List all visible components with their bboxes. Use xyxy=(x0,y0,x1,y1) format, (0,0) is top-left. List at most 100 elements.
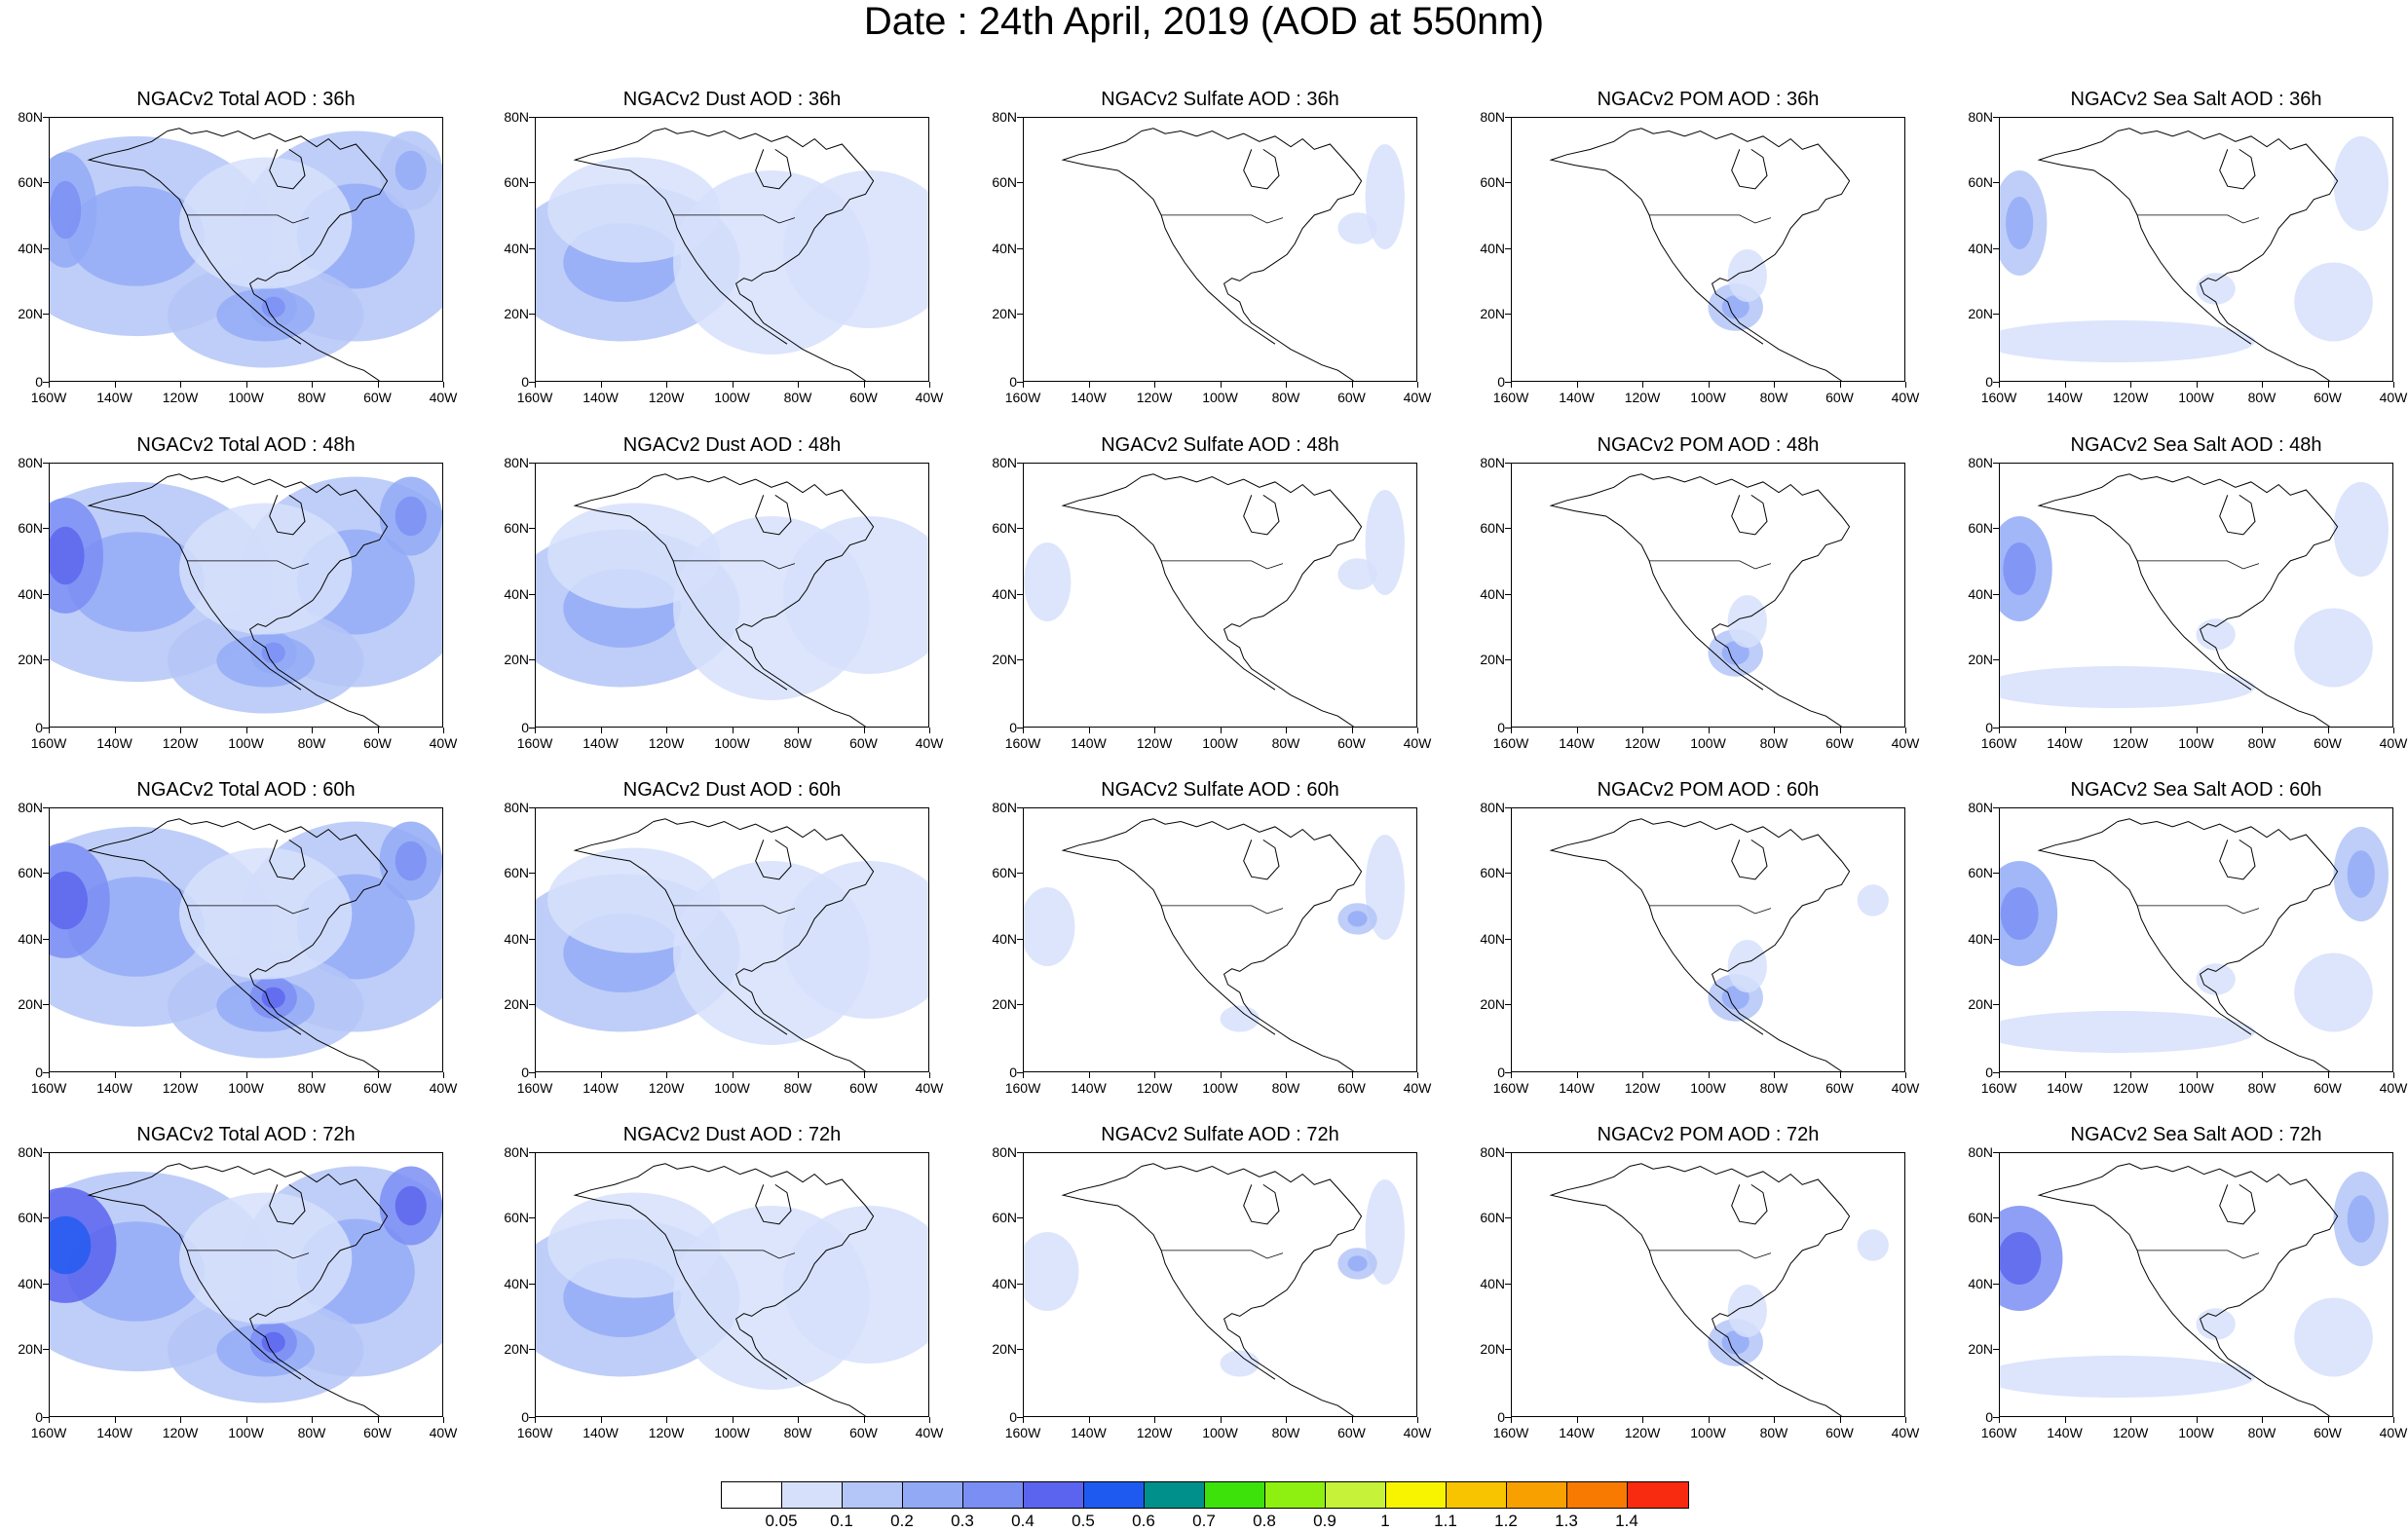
map-plot-area xyxy=(1023,463,1417,728)
lat-tick-label: 20N xyxy=(1968,1341,1993,1358)
country-border xyxy=(673,214,796,224)
lon-tick-label: 100W xyxy=(714,1425,750,1440)
map-panel-seasalt-48h: NGACv2 Sea Salt AOD : 48h 80N 60N 40N 20N 0 16… xyxy=(1950,433,2408,776)
lon-tickmark xyxy=(312,382,313,388)
lon-tickmark xyxy=(114,1072,116,1078)
lat-tickmark xyxy=(1993,1004,1999,1006)
lat-tickmark xyxy=(1017,1417,1023,1418)
lat-tick-label: 60N xyxy=(504,1210,529,1226)
aod-region xyxy=(2000,319,2255,363)
colorbar-swatch xyxy=(782,1482,843,1508)
coastline xyxy=(269,1183,306,1225)
lat-tick-label: 80N xyxy=(18,1144,43,1160)
lat-tickmark xyxy=(43,117,49,118)
lat-tickmark xyxy=(1993,1283,1999,1285)
lon-tick-label: 120W xyxy=(162,735,199,751)
lon-tick-label: 80W xyxy=(297,1425,326,1440)
lon-tick-label: 140W xyxy=(2047,1425,2083,1440)
coastline xyxy=(1243,494,1280,536)
lat-tickmark xyxy=(529,382,535,383)
lon-tick-label: 120W xyxy=(2112,1080,2149,1096)
lat-tickmark xyxy=(1505,1217,1511,1219)
aod-region-core xyxy=(2003,542,2036,595)
coastline xyxy=(1061,821,1276,1035)
lat-tick-label: 40N xyxy=(1480,1275,1505,1291)
lon-tickmark xyxy=(929,1417,930,1423)
coastline xyxy=(87,1166,302,1380)
lon-tickmark xyxy=(2196,382,2198,388)
lon-tick-label: 120W xyxy=(2112,390,2149,405)
lon-tickmark xyxy=(600,382,602,388)
lon-tickmark xyxy=(2393,1417,2394,1423)
lat-tickmark xyxy=(1993,873,1999,875)
coastline xyxy=(573,1166,788,1380)
lon-tickmark xyxy=(863,382,865,388)
lat-tick-label: 60N xyxy=(1968,1210,1993,1226)
lon-tickmark xyxy=(1708,728,1710,733)
lat-tick-label: 80N xyxy=(504,455,529,470)
lat-tick-label: 60N xyxy=(18,865,43,881)
lon-tickmark xyxy=(2393,728,2394,733)
lon-tickmark xyxy=(600,1072,602,1078)
lon-tickmark xyxy=(1839,382,1841,388)
aod-field xyxy=(1061,128,1405,381)
aod-region xyxy=(1337,212,1377,244)
lon-tick-label: 60W xyxy=(1825,735,1854,751)
lat-tick-label: 80N xyxy=(992,455,1017,470)
lat-tick-label: 80N xyxy=(504,1144,529,1160)
lon-tick-label: 80W xyxy=(1271,390,1300,405)
lon-tickmark xyxy=(798,1417,799,1423)
lon-tick-label: 60W xyxy=(2314,1080,2342,1096)
lon-tickmark xyxy=(666,382,667,388)
lon-tick-label: 100W xyxy=(714,390,750,405)
lon-tick-label: 140W xyxy=(1071,735,1107,751)
aod-region-core xyxy=(395,150,427,191)
lon-tickmark xyxy=(1511,1072,1512,1078)
lat-tick-label: 0 xyxy=(1009,1065,1017,1080)
lon-tick-label: 140W xyxy=(1559,390,1595,405)
colorbar-label: 1.2 xyxy=(1494,1512,1518,1530)
coastline xyxy=(1549,131,1764,345)
lat-tickmark xyxy=(43,247,49,249)
lon-tickmark xyxy=(1286,382,1287,388)
lon-tick-label: 140W xyxy=(96,390,132,405)
lon-tickmark xyxy=(1905,1072,1906,1078)
lon-tick-label: 140W xyxy=(96,1080,132,1096)
colorbar-label: 0.1 xyxy=(830,1512,853,1530)
lon-tick-label: 160W xyxy=(1980,1425,2017,1440)
lat-tickmark xyxy=(1993,1217,1999,1219)
lon-tick-label: 120W xyxy=(648,1425,685,1440)
lon-tick-label: 40W xyxy=(2379,735,2408,751)
lon-tickmark xyxy=(443,382,444,388)
lon-tick-label: 40W xyxy=(1403,1425,1432,1440)
coastline xyxy=(1061,1166,1276,1380)
lon-tickmark xyxy=(666,1417,667,1423)
country-border xyxy=(1649,560,1772,570)
aod-region-core xyxy=(50,526,85,585)
lon-tickmark xyxy=(1351,1417,1353,1423)
lon-tickmark xyxy=(2130,728,2131,733)
panel-title: NGACv2 Total AOD : 72h xyxy=(136,1124,356,1145)
lat-tick-label: 20N xyxy=(1480,996,1505,1013)
panel-title: NGACv2 Sea Salt AOD : 36h xyxy=(2070,89,2322,110)
lon-tickmark xyxy=(1708,382,1710,388)
lat-tickmark xyxy=(43,182,49,184)
aod-field xyxy=(50,1163,442,1416)
lat-tick-label: 60N xyxy=(1480,520,1505,537)
lon-tick-label: 120W xyxy=(2112,1425,2149,1440)
lon-tick-label: 60W xyxy=(1337,390,1366,405)
map-plot-area xyxy=(1511,1152,1905,1417)
lat-tick-label: 80N xyxy=(1968,800,1993,815)
lat-tick-label: 0 xyxy=(1497,1065,1505,1080)
aod-region xyxy=(178,1192,353,1325)
lon-tick-label: 120W xyxy=(1624,735,1661,751)
country-border xyxy=(2137,560,2260,570)
lat-tickmark xyxy=(43,873,49,875)
lon-tick-label: 100W xyxy=(1202,1080,1238,1096)
aod-region xyxy=(1220,1005,1260,1032)
map-plot-area xyxy=(1999,463,2393,728)
colorbar-labels: 0.05 0.1 0.2 0.3 0.4 0.5 0.6 0.7 0.8 0.9 1 1.1 1.2 1.… xyxy=(721,1513,1687,1532)
colorbar-swatch xyxy=(903,1482,963,1508)
lat-tick-label: 20N xyxy=(1480,306,1505,322)
lon-tickmark xyxy=(1774,1417,1775,1423)
